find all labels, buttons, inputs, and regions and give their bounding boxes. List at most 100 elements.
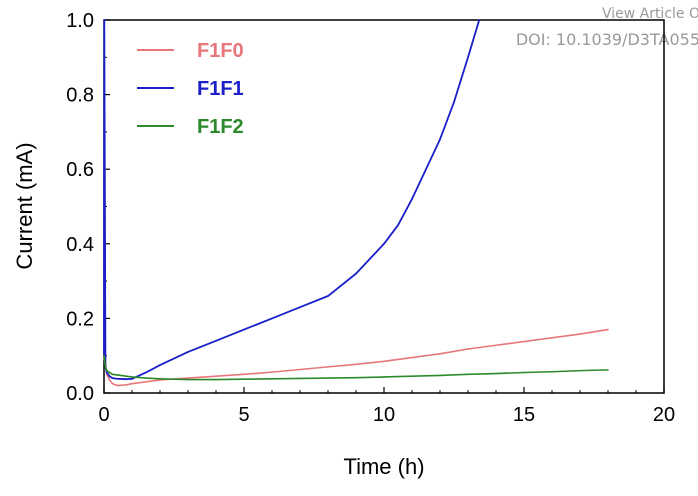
data-point [383, 243, 385, 245]
data-point [439, 138, 441, 141]
axis-ticks: 0 5 10 15 20 0.0 0.2 0.4 0.6 0.8 1.0 [66, 10, 675, 426]
series-line-f1f2 [103, 355, 609, 381]
plot-frame [103, 19, 665, 394]
series-line-f1f1 [103, 19, 481, 381]
x-axis-title: Time (h) [343, 454, 424, 479]
legend: F1F0 F1F1 F1F2 [137, 40, 244, 138]
data-point [299, 368, 301, 371]
data-point [159, 364, 161, 366]
data-point [355, 363, 357, 366]
y-tick-label: 0.4 [66, 234, 94, 256]
data-point [299, 377, 301, 380]
data-point [103, 354, 105, 357]
data-point [215, 339, 217, 342]
watermark-view-article: View Article O [601, 6, 698, 22]
legend-label-f1f2: F1F2 [197, 116, 244, 138]
data-point [425, 168, 427, 170]
data-point [111, 382, 114, 385]
data-point [439, 353, 441, 355]
data-point [383, 360, 385, 363]
data-point [551, 336, 553, 339]
data-point [145, 381, 147, 383]
data-point [108, 371, 111, 374]
data-point [355, 376, 357, 379]
data-point [411, 356, 413, 359]
data-point [271, 371, 273, 373]
legend-label-f1f1: F1F1 [197, 78, 244, 100]
data-point [299, 306, 301, 309]
data-point [108, 375, 111, 378]
data-point [467, 56, 469, 59]
data-point [243, 378, 245, 380]
y-tick-label: 1.0 [66, 10, 94, 32]
data-point [111, 377, 114, 379]
y-axis-title: Current (mA) [12, 142, 37, 269]
data-point [397, 224, 399, 226]
y-tick-label: 0.0 [66, 383, 94, 405]
x-tick-label: 0 [98, 404, 109, 426]
y-tick-label: 0.8 [66, 85, 94, 107]
x-tick-label: 15 [513, 404, 535, 426]
data-point [607, 328, 609, 331]
data-point [145, 371, 147, 374]
data-point [271, 378, 273, 380]
data-point [131, 378, 133, 380]
data-point [327, 295, 329, 297]
data-point [159, 378, 161, 380]
watermark-doi: DOI: 10.1039/D3TA055 [515, 30, 698, 49]
data-point [108, 379, 111, 381]
data-point [103, 19, 106, 21]
data-point [103, 104, 106, 107]
data-point [215, 378, 217, 381]
data-point [383, 376, 385, 378]
data-point [243, 328, 245, 331]
data-point [495, 344, 497, 347]
data-point [187, 377, 189, 379]
data-point [579, 369, 581, 372]
data-point [111, 373, 114, 376]
data-point [495, 372, 497, 375]
x-tick-label: 5 [238, 404, 249, 426]
data-point [106, 369, 108, 372]
x-tick-label: 20 [653, 404, 675, 426]
data-point [467, 373, 469, 376]
data-point [125, 375, 128, 378]
data-point [187, 378, 189, 381]
data-point [104, 366, 107, 368]
data-point [117, 374, 119, 376]
legend-label-f1f0: F1F0 [197, 40, 244, 62]
x-tick-label: 10 [373, 404, 395, 426]
y-tick-label: 0.6 [66, 159, 94, 181]
data-point [271, 317, 273, 320]
data-point [187, 351, 189, 353]
data-point [131, 376, 133, 378]
data-point [439, 374, 441, 377]
data-point [215, 375, 217, 378]
data-point [453, 101, 455, 103]
data-point [411, 375, 413, 378]
data-point [478, 19, 481, 21]
data-point [131, 382, 133, 385]
data-point [523, 340, 525, 343]
data-point [607, 369, 609, 371]
data-point [125, 383, 128, 386]
data-point [411, 198, 413, 200]
data-point [327, 377, 329, 379]
data-point [117, 384, 119, 387]
data-point [355, 272, 357, 275]
data-point [125, 378, 128, 380]
y-tick-label: 0.2 [66, 308, 94, 330]
data-point [145, 377, 147, 379]
data-point [114, 383, 116, 386]
data-point [243, 373, 245, 376]
series-line-f1f0 [103, 108, 609, 387]
data-point [467, 348, 469, 350]
series-layer [103, 19, 609, 387]
data-point [579, 333, 581, 335]
data-point [551, 370, 553, 373]
data-point [327, 366, 329, 368]
data-point [523, 371, 525, 374]
data-point [106, 371, 108, 374]
data-point [117, 378, 119, 380]
